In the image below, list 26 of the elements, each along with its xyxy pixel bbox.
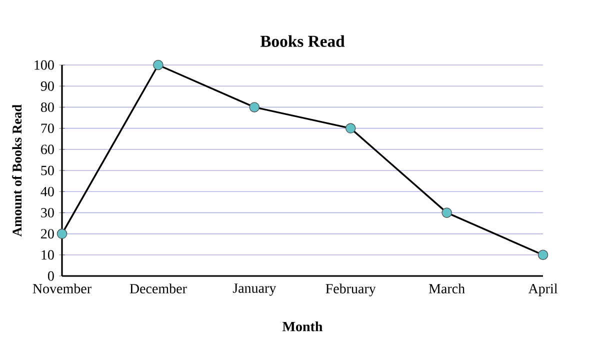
point <box>249 102 260 112</box>
x-tick-label: November <box>32 284 92 294</box>
x-axis-title: Month <box>282 321 323 332</box>
y-tick-label: 80 <box>40 102 54 112</box>
x-tick-label: January <box>232 284 276 296</box>
point <box>442 208 452 218</box>
point <box>56 228 68 239</box>
y-tick-label: 90 <box>40 81 54 91</box>
y-tick-label: 0 <box>48 271 54 281</box>
point <box>345 123 356 134</box>
y-tick-label: 70 <box>41 124 54 134</box>
point <box>538 250 548 260</box>
y-tick-label: 10 <box>42 250 54 260</box>
y-tick-label: 100 <box>34 60 54 70</box>
point <box>153 60 164 70</box>
y-tick-label: 30 <box>41 208 54 218</box>
y-tick-label: 60 <box>41 144 54 154</box>
y-tick-label: 40 <box>40 186 54 196</box>
x-tick-label: February <box>326 284 376 296</box>
y-tick-label: 50 <box>41 166 54 176</box>
x-tick-label: March <box>428 284 465 294</box>
x-tick-label: December <box>130 284 187 294</box>
chart-title: Books Read <box>260 35 345 47</box>
x-tick-label: April <box>528 284 558 296</box>
y-tick-label: 20 <box>41 229 54 239</box>
y-axis-title: Amount of Books Read <box>12 104 22 236</box>
